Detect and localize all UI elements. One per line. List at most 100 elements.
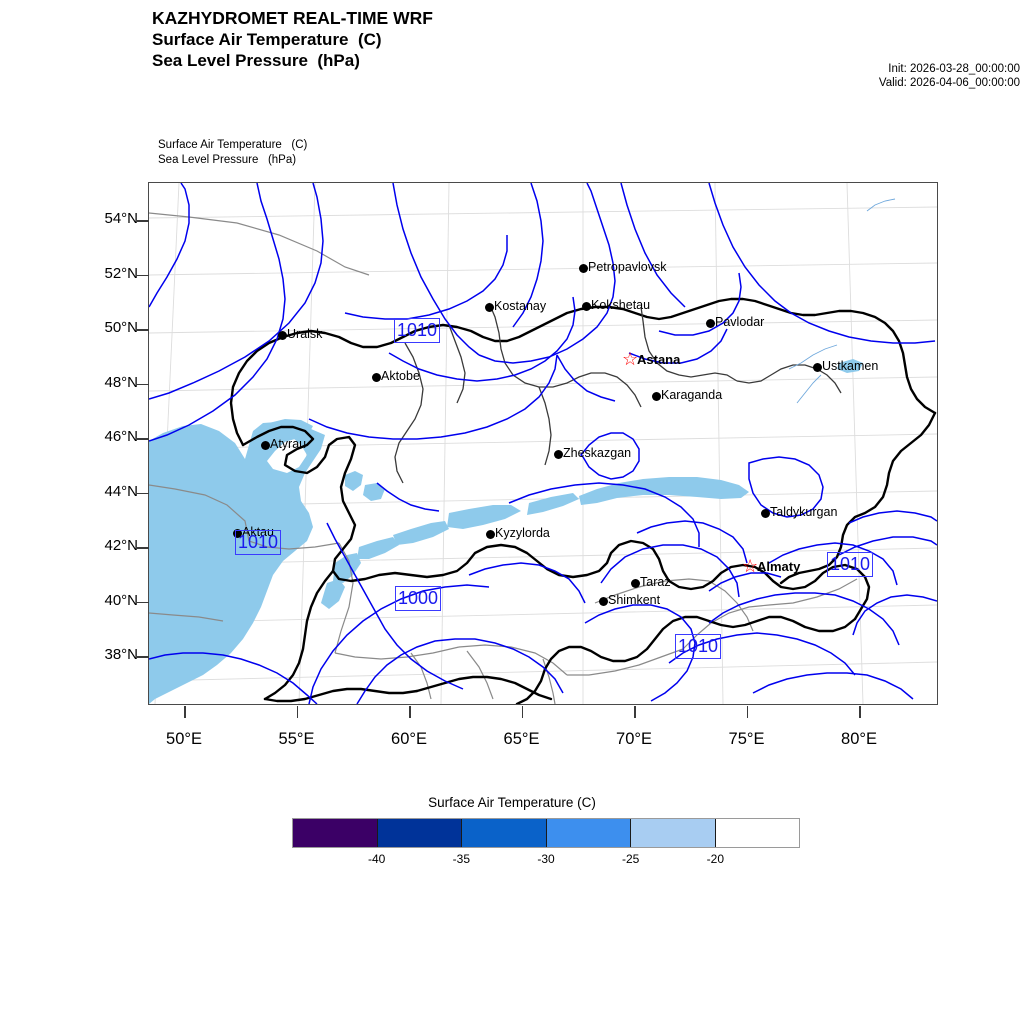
pressure-contour-label: 1010: [827, 552, 874, 577]
city-dot-icon: [761, 509, 770, 518]
city-dot-icon: [261, 441, 270, 450]
init-time: Init: 2026-03-28_00:00:00: [888, 63, 1020, 75]
pressure-contour-label: 1010: [675, 634, 722, 659]
longitude-tick-mark: [409, 706, 411, 718]
pressure-contour-label: 1010: [394, 318, 441, 343]
colorbar-segment: [631, 819, 716, 847]
city-label: Zheskazgan: [563, 446, 632, 460]
latitude-tick-label: 52°N: [104, 264, 138, 282]
latitude-tick-label: 54°N: [104, 210, 138, 227]
longitude-tick-mark: [184, 706, 186, 718]
longitude-tick-label: 70°E: [616, 730, 652, 748]
oblast-borders: [394, 302, 842, 484]
city-dot-icon: [372, 373, 381, 382]
colorbar-gradient: [292, 818, 800, 848]
colorbar-title: Surface Air Temperature (C): [428, 795, 596, 810]
latitude-tick-mark: [137, 383, 149, 386]
map-plot-area: Petropavlovsk Kostanay Kokshetau Pavlodar Ur…: [148, 182, 938, 705]
longitude-tick-label: 65°E: [503, 730, 540, 748]
city-dot-icon: [631, 579, 640, 588]
city-label: Aktobe: [381, 369, 420, 383]
latitude-tick-mark: [137, 656, 149, 658]
colorbar-segment: [377, 819, 462, 847]
city-label: Taldykurgan: [770, 505, 838, 519]
longitude-tick-label: 50°E: [166, 730, 202, 748]
capital-star-icon: ☆: [622, 349, 639, 369]
latitude-tick-label: 42°N: [104, 537, 138, 554]
longitude-tick-label: 75°E: [728, 730, 765, 748]
city-label: Petropavlovsk: [588, 260, 667, 274]
colorbar-tick-label: -20: [706, 852, 724, 866]
city-dot-icon: [599, 597, 608, 606]
plot-caption-line-2: Sea Level Pressure (hPa): [158, 154, 297, 166]
plot-caption-line-1: Surface Air Temperature (C): [158, 139, 308, 151]
page-title: KAZHYDROMET REAL-TIME WRF Surface Air Te…: [152, 8, 752, 71]
city-dot-icon: [554, 450, 563, 459]
city-label: Aktau: [242, 525, 274, 539]
colorbar-segment: [715, 819, 799, 847]
colorbar-tick-label: -35: [452, 852, 470, 866]
latitude-tick-label: 44°N: [104, 482, 138, 500]
city-label: Atyrau: [270, 437, 307, 451]
colorbar-segment: [462, 819, 547, 847]
pressure-contour-label: 1000: [395, 586, 442, 611]
latitude-tick-mark: [137, 601, 149, 604]
city-label: Uralsk: [287, 327, 323, 341]
longitude-tick-label: 60°E: [391, 730, 427, 748]
colorbar-tick-label: -25: [621, 852, 640, 866]
pressure-contour-label: 1010: [235, 530, 282, 555]
latitude-tick-mark: [137, 274, 149, 277]
latitude-tick-label: 48°N: [104, 373, 138, 391]
map-graphics: [149, 183, 937, 704]
city-label: Taraz: [640, 575, 671, 589]
city-label: Kostanay: [494, 299, 547, 313]
city-label: Pavlodar: [715, 315, 765, 329]
plot-caption: Surface Air Temperature (C) Sea Level Pr…: [158, 138, 307, 168]
title-line-3: Sea Level Pressure (hPa): [152, 51, 360, 70]
city-label: Karaganda: [661, 388, 723, 402]
valid-time: Valid: 2026-04-06_00:00:00: [878, 77, 1020, 89]
latitude-tick-label: 38°N: [104, 646, 138, 663]
city-label: Almaty: [757, 559, 801, 574]
run-info: Init: 2026-03-28_00:00:00 Valid: 2026-04…: [770, 62, 1020, 90]
title-line-1: KAZHYDROMET REAL-TIME WRF: [152, 8, 433, 28]
city-dot-icon: [486, 530, 495, 539]
city-label: Kokshetau: [591, 298, 651, 312]
longitude-tick-mark: [859, 706, 861, 718]
city-label: Kyzylorda: [495, 526, 550, 540]
latitude-tick-label: 40°N: [104, 591, 138, 609]
city-dot-icon: [278, 331, 287, 340]
city-dot-icon: [813, 363, 822, 372]
longitude-tick-label: 55°E: [278, 730, 315, 748]
city-dot-icon: [579, 264, 588, 273]
city-dot-icon: [485, 303, 494, 312]
latitude-tick-mark: [137, 547, 149, 549]
city-label: Ustkamen: [822, 359, 879, 373]
latitude-tick-mark: [137, 220, 149, 222]
colorbar-segment: [293, 819, 378, 847]
colorbar: -40 -35 -30 -25 -20: [292, 818, 800, 866]
neighbor-borders: [149, 212, 858, 704]
colorbar-tick-label: -40: [367, 852, 386, 866]
city-dot-icon: [652, 392, 661, 401]
title-line-2: Surface Air Temperature (C): [152, 30, 382, 49]
pressure-contours: [149, 183, 937, 704]
longitude-tick-mark: [746, 706, 749, 718]
colorbar-tick-label: -30: [537, 852, 555, 866]
latitude-tick-label: 46°N: [104, 428, 138, 445]
longitude-tick-mark: [634, 706, 636, 718]
latitude-tick-mark: [137, 438, 149, 440]
kazakhstan-border: [229, 297, 937, 704]
city-label: Astana: [637, 352, 681, 367]
city-dot-icon: [582, 302, 591, 311]
longitude-tick-mark: [296, 706, 299, 718]
city-dot-icon: [233, 529, 242, 538]
city-label: Shimkent: [608, 593, 661, 607]
longitude-tick-mark: [521, 706, 524, 718]
longitude-tick-label: 80°E: [841, 730, 877, 748]
latitude-tick-mark: [137, 492, 149, 495]
capital-star-icon: ☆: [742, 556, 759, 576]
colorbar-segment: [546, 819, 631, 847]
latitude-tick-mark: [137, 329, 149, 331]
city-dot-icon: [706, 319, 715, 328]
